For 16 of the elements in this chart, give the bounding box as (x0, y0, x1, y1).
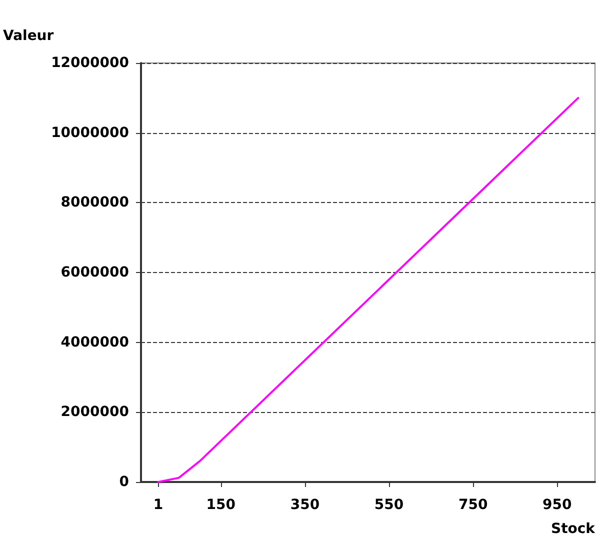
x-tick-label: 350 (290, 497, 320, 513)
x-tick-label: 750 (458, 497, 488, 513)
y-tick-label: 2000000 (60, 404, 130, 420)
x-tick-label: 950 (542, 497, 572, 513)
x-tick-label: 1 (153, 497, 164, 513)
x-tick-label: 150 (206, 497, 236, 513)
y-tick-label: 4000000 (60, 334, 130, 350)
x-tick-label: 550 (374, 497, 404, 513)
y-tick-label: 12000000 (51, 55, 130, 71)
x-axis-title: Stock (550, 521, 596, 537)
y-tick-label: 6000000 (60, 264, 130, 280)
line-series (157, 96, 580, 483)
y-tick-label: 8000000 (60, 194, 130, 211)
y-axis-title: Valeur (3, 28, 54, 44)
y-tick-label: 0 (119, 474, 130, 490)
y-tick-label: 10000000 (51, 124, 130, 141)
